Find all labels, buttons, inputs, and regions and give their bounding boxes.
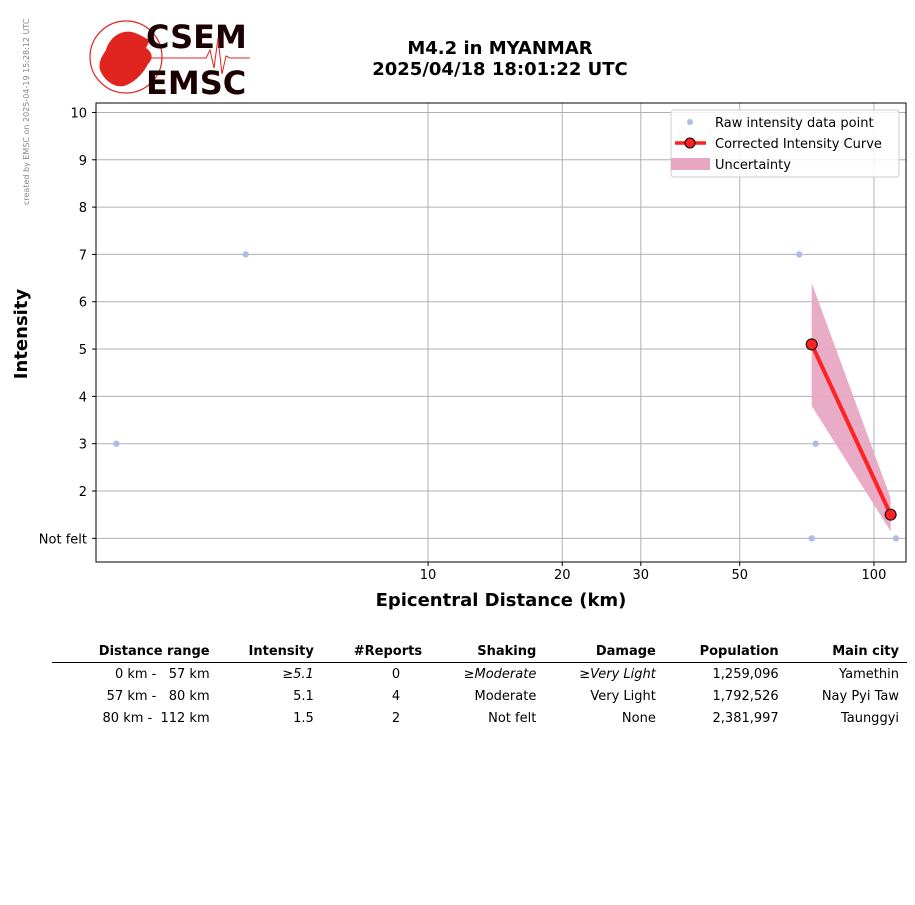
legend-box [670, 109, 900, 178]
x-axis-ticks: 10 20 30 50 100 [420, 562, 887, 583]
raw-data-point [812, 440, 819, 447]
cell-shaking: ≥Moderate [463, 667, 537, 682]
cell-shaking: Not felt [488, 711, 537, 726]
y-tick-label: Not felt [39, 532, 87, 547]
x-tick-label: 50 [731, 568, 748, 583]
y-axis-ticks: Not felt 2 3 4 5 6 7 8 9 10 [39, 106, 96, 547]
table-header-row: Distance range Intensity #Reports Shakin… [52, 642, 907, 663]
csem-emsc-logo: CSEM EMSC [89, 18, 250, 100]
chart-grid [96, 103, 906, 562]
cell-reports: 4 [391, 689, 401, 704]
y-tick-label: 2 [79, 485, 87, 500]
legend: Raw intensity data point Corrected Inten… [670, 109, 900, 178]
y-tick-label: 4 [79, 390, 87, 405]
legend-raw-marker [687, 119, 693, 125]
y-tick-label: 7 [79, 248, 87, 263]
y-tick-label: 3 [79, 438, 87, 453]
header-shaking: Shaking [430, 642, 545, 663]
header-damage: Damage [544, 642, 664, 663]
raw-data-point [892, 535, 900, 542]
raw-data-point [808, 535, 815, 542]
header-city: Main city [786, 642, 907, 663]
cell-intensity: 5.1 [293, 689, 314, 704]
logo-globe-outline [89, 20, 163, 94]
y-tick-label: 6 [79, 296, 87, 311]
x-axis-label: Epicentral Distance (km) [376, 590, 627, 611]
cell-distance: 0 km - 57 km [114, 667, 210, 682]
legend-curve-marker [684, 137, 696, 149]
cell-city: Taunggyi [840, 711, 899, 726]
logo-seismogram-icon [148, 37, 250, 75]
cell-shaking: Moderate [474, 689, 537, 704]
y-tick-label: 8 [79, 201, 87, 216]
x-tick-label: 100 [862, 568, 887, 583]
raw-data-point [242, 251, 249, 258]
plot-frame [95, 102, 907, 563]
cell-damage: Very Light [590, 689, 656, 704]
chart-title-event: M4.2 in MYANMAR [407, 38, 593, 59]
raw-data-point [113, 440, 120, 447]
logo-text-top: CSEM [146, 18, 247, 56]
cell-population: 1,259,096 [712, 667, 779, 682]
corrected-curve-point [805, 338, 818, 351]
corrected-curve-point [884, 508, 897, 521]
cell-population: 2,381,997 [712, 711, 779, 726]
y-tick-label: 5 [79, 343, 87, 358]
cell-distance: 80 km - 112 km [102, 711, 210, 726]
header-reports: #Reports [321, 642, 431, 663]
cell-city: Nay Pyi Taw [821, 689, 899, 704]
raw-data-point [796, 251, 803, 258]
raw-points [113, 251, 900, 542]
cell-city: Yamethin [839, 667, 899, 682]
uncertainty-polygon [811, 282, 891, 532]
corrected-curve-line [809, 343, 893, 516]
cell-population: 1,792,526 [712, 689, 779, 704]
corrected-curve [805, 338, 897, 521]
cell-reports: 0 [391, 667, 401, 682]
x-tick-label: 20 [554, 568, 571, 583]
x-tick-label: 30 [633, 568, 650, 583]
uncertainty-band [811, 282, 891, 532]
legend-raw-label: Raw intensity data point [715, 116, 874, 131]
table-row: 0 km - 57 km ≥5.1 0 ≥Moderate ≥Very Ligh… [52, 663, 907, 686]
cell-intensity: 1.5 [293, 711, 314, 726]
header-distance: Distance range [52, 642, 218, 663]
logo-text-bottom: EMSC [146, 64, 246, 100]
logo-europe-map-icon [99, 31, 152, 87]
header-intensity: Intensity [217, 642, 322, 663]
y-tick-label: 9 [79, 154, 87, 169]
legend-uncertainty-swatch [671, 158, 710, 170]
cell-intensity: ≥5.1 [282, 667, 314, 682]
cell-reports: 2 [391, 711, 401, 726]
header-population: Population [663, 642, 787, 663]
cell-damage: ≥Very Light [579, 667, 656, 682]
table-row: 80 km - 112 km 1.5 2 Not felt None 2,381… [52, 707, 907, 729]
y-axis-label: Intensity [11, 289, 32, 380]
cell-damage: None [621, 711, 656, 726]
intensity-table: Distance range Intensity #Reports Shakin… [52, 642, 907, 729]
legend-uncertainty-label: Uncertainty [715, 158, 791, 173]
chart-title-time: 2025/04/18 18:01:22 UTC [372, 59, 628, 80]
legend-curve-label: Corrected Intensity Curve [715, 137, 882, 152]
intensity-chart: 10 20 30 50 100 Not felt 2 3 4 5 6 7 8 9 10 Epicentra… [11, 102, 907, 611]
cell-distance: 57 km - 80 km [106, 689, 210, 704]
table-row: 57 km - 80 km 5.1 4 Moderate Very Light … [52, 685, 907, 707]
x-tick-label: 10 [420, 568, 437, 583]
y-tick-label: 10 [70, 106, 87, 121]
chart-title: M4.2 in MYANMAR 2025/04/18 18:01:22 UTC [300, 38, 700, 80]
